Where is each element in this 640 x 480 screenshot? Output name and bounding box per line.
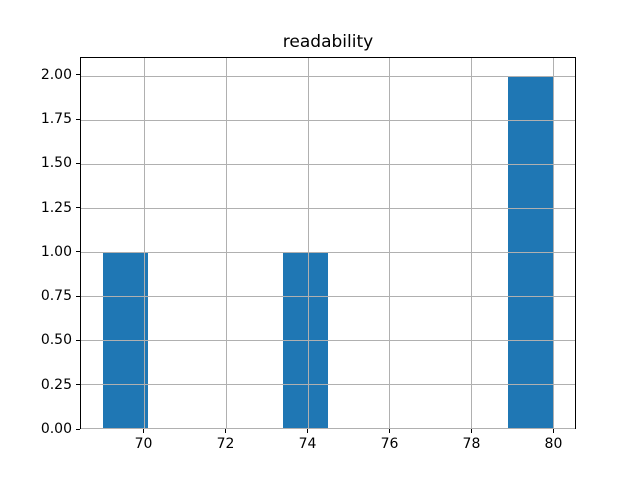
gridline-horizontal: [81, 207, 575, 209]
x-tick-mark: [143, 429, 145, 433]
gridline-vertical: [389, 58, 391, 428]
y-tick-label: 1.25: [40, 199, 72, 216]
x-tick-label: 78: [462, 436, 481, 452]
x-tick-mark: [307, 429, 308, 433]
y-tick-label: 1.75: [40, 111, 72, 127]
y-tick-label: 0.50: [40, 332, 72, 349]
gridline-horizontal: [81, 383, 575, 385]
x-tick-label: 80: [544, 436, 563, 452]
chart-title: readability: [282, 32, 374, 52]
gridline-vertical: [307, 58, 309, 428]
x-tick-label: 70: [134, 436, 153, 452]
gridline-horizontal: [81, 75, 575, 77]
plot-area: [80, 57, 576, 429]
gridline-horizontal: [81, 339, 575, 341]
grid-layer: [81, 58, 575, 429]
y-tick-label: 1.00: [40, 243, 72, 260]
x-tick-mark: [470, 429, 472, 433]
y-tick-label: 0.75: [40, 288, 72, 305]
x-tick-mark: [225, 429, 227, 433]
gridline-horizontal: [81, 119, 575, 121]
x-tick-label: 72: [216, 436, 235, 452]
gridline-vertical: [552, 58, 554, 428]
y-tick-label: 0.25: [40, 376, 72, 393]
gridline-vertical: [144, 58, 146, 428]
x-tick-label: 74: [298, 436, 317, 452]
x-tick-mark: [552, 429, 554, 433]
gridline-vertical: [470, 58, 472, 428]
gridline-horizontal: [81, 163, 575, 165]
gridline-horizontal: [81, 251, 575, 253]
y-tick-label: 0.00: [40, 421, 72, 437]
x-tick-label: 76: [380, 436, 399, 452]
gridline-horizontal: [81, 295, 575, 297]
x-tick-mark: [388, 429, 390, 433]
gridline-vertical: [225, 58, 227, 428]
gridline-horizontal: [81, 428, 575, 429]
y-tick-label: 2.00: [40, 66, 72, 83]
y-tick-label: 1.50: [40, 155, 72, 172]
